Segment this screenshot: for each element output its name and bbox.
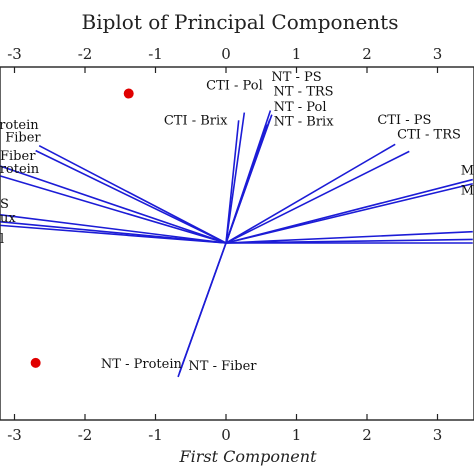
vector-line	[0, 175, 227, 244]
score-point	[123, 88, 134, 99]
top-tick-label: -2	[78, 45, 93, 63]
vector-label: M	[461, 164, 474, 179]
vector-label: NT - Fiber	[188, 359, 257, 374]
vector-label: l	[0, 232, 4, 247]
vector-label: CTI - Brix	[164, 114, 228, 129]
vector-line	[38, 145, 227, 244]
chart-title: Biplot of Principal Components	[82, 10, 399, 34]
vector-line	[225, 120, 240, 244]
vector-line	[225, 112, 246, 244]
top-tick-label: 2	[362, 45, 372, 63]
top-tick-label: 3	[433, 45, 443, 63]
loading-vectors	[0, 110, 473, 378]
bottom-tick-label: -2	[78, 426, 93, 444]
vector-line	[225, 183, 473, 244]
vector-line	[0, 214, 227, 244]
vector-line	[225, 230, 473, 244]
vector-line	[0, 224, 227, 244]
vector-label: Fiber	[5, 130, 41, 145]
score-point	[30, 357, 41, 368]
vector-line	[177, 242, 227, 378]
vector-label: ux	[0, 211, 16, 226]
vector-label: M	[461, 183, 474, 198]
top-tick-label: 0	[221, 45, 231, 63]
vector-label: NT - Protein	[101, 357, 183, 372]
bottom-tick-label: 0	[221, 426, 231, 444]
vector-line	[225, 150, 410, 244]
vector-line	[0, 165, 227, 244]
x-axis-label: First Component	[178, 447, 317, 466]
bottom-axis-ticks: -3 -2 -1 0 1 2 3	[7, 414, 442, 444]
vector-label: CTI - PS	[377, 113, 431, 128]
vector-line	[225, 124, 268, 244]
top-axis-ticks: -3 -2 -1 0 1 2 3	[7, 45, 442, 73]
top-tick-label: -3	[7, 45, 22, 63]
vector-label: rotein	[0, 162, 40, 177]
vector-label: S	[0, 197, 9, 212]
vector-label: NT - Brix	[274, 114, 335, 129]
bottom-tick-label: 1	[292, 426, 302, 444]
top-tick-label: -1	[148, 45, 163, 63]
vector-line	[35, 149, 227, 244]
bottom-tick-label: 3	[433, 426, 443, 444]
top-tick-label: 1	[292, 45, 302, 63]
bottom-tick-label: 2	[362, 426, 372, 444]
bottom-tick-label: -3	[7, 426, 22, 444]
vector-label: Fiber	[0, 149, 36, 164]
vector-label: NT - Pol	[274, 100, 327, 115]
vector-label: CTI - TRS	[397, 128, 461, 143]
vector-label: NT - TRS	[274, 85, 334, 100]
bottom-tick-label: -1	[148, 426, 163, 444]
plot-frame	[0, 66, 474, 421]
score-points	[30, 88, 134, 368]
vector-line	[225, 143, 396, 244]
vector-label: NT - PS	[271, 70, 321, 85]
vector-label: CTI - Pol	[206, 78, 263, 93]
vector-label: Protein	[0, 118, 39, 133]
